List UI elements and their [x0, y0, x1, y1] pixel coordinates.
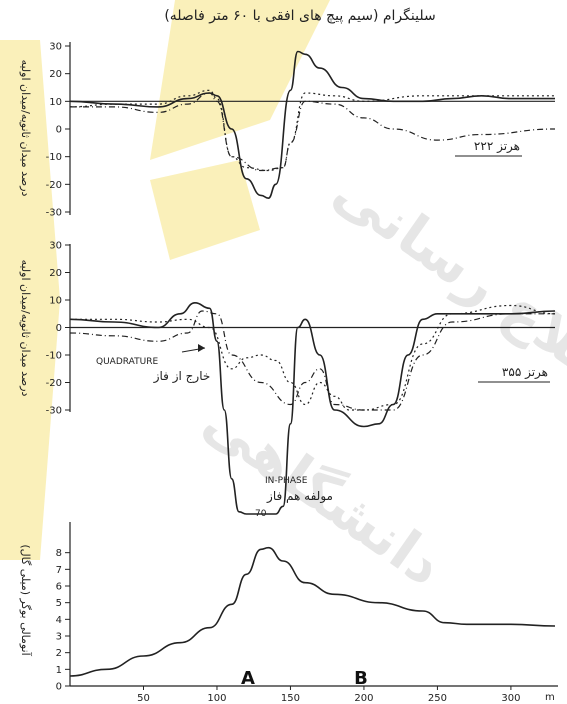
quadrature-label-fa: خارج از فاز — [153, 369, 211, 384]
watermark-band-top — [150, 0, 330, 160]
y-tick-label: -20 — [46, 378, 62, 389]
y-tick-label: 0 — [56, 125, 62, 136]
y-tick-label: 10 — [49, 97, 62, 108]
y-tick-label: -10 — [46, 152, 62, 163]
y-tick-label: 10 — [49, 296, 62, 307]
series-line-dash-dot — [69, 92, 556, 172]
y-tick-label: -30 — [46, 208, 62, 219]
quadrature-arrowhead — [198, 344, 205, 352]
x-tick-label: 200 — [354, 693, 373, 704]
x-tick-label: 300 — [501, 693, 520, 704]
y-tick-label: 30 — [49, 42, 62, 53]
y-tick-label: 1 — [56, 665, 62, 676]
y-tick-label: 3 — [56, 632, 62, 643]
y-tick-label: 20 — [49, 268, 62, 279]
x-unit-label: m — [545, 692, 555, 703]
watermark: اطلاع رسانی دانشگاهی — [0, 0, 567, 599]
panel3-y-ticks: 0 1 2 3 4 5 6 7 8 — [56, 548, 70, 693]
x-tick-label: 50 — [137, 693, 150, 704]
panel1-y-ticks: 30 20 10 0 -10 -20 -30 — [46, 42, 70, 219]
y-tick-label: 7 — [56, 565, 62, 576]
x-tick-label: 100 — [207, 693, 226, 704]
y-tick-label: 0 — [56, 682, 62, 693]
series-line-dotted — [70, 304, 556, 411]
panel3-series — [69, 546, 556, 677]
y-tick-label: 30 — [49, 241, 62, 252]
panel2-y-ticks: 30 20 10 0 -10 -20 -30 — [46, 241, 70, 417]
y-tick-label: 8 — [56, 548, 62, 559]
marker-b: B — [354, 668, 368, 689]
panel-355hz: 30 20 10 0 -10 -20 -30 درصد میدان ثانویه/میدان… — [19, 241, 556, 519]
panel1-series — [69, 50, 556, 200]
x-tick-label: 150 — [281, 693, 300, 704]
series-line-solid — [69, 301, 556, 515]
panel1-frequency-label: ۲۲۲ هرتز — [474, 139, 520, 154]
inphase-label-fa: مولفه هم فاز — [266, 489, 333, 504]
min-value-label: 70 — [255, 509, 267, 519]
series-line-solid — [69, 50, 555, 200]
panel1-y-label: درصد میدان ثانویه/میدان اولیه — [19, 60, 32, 197]
panel2-y-label: درصد میدان ثانویه/میدان اولیه — [19, 260, 32, 397]
x-tick-label: 250 — [428, 693, 447, 704]
y-tick-label: 20 — [49, 69, 62, 80]
y-tick-label: -20 — [46, 180, 62, 191]
quadrature-label: QUADRATURE — [96, 357, 158, 367]
panel-222hz: 30 20 10 0 -10 -20 -30 درصد میدان ثانویه/میدان… — [19, 42, 556, 219]
inphase-label: IN-PHASE — [265, 476, 308, 486]
marker-a: A — [241, 668, 255, 689]
series-line-solid — [69, 546, 556, 677]
y-tick-label: -30 — [46, 406, 62, 417]
y-tick-label: 6 — [56, 582, 62, 593]
panel2-series — [69, 301, 556, 515]
y-tick-label: 4 — [56, 615, 62, 626]
panel2-frequency-label: ۳۵۵ هرتز — [502, 365, 548, 380]
y-tick-label: 5 — [56, 598, 62, 609]
y-tick-label: -10 — [46, 351, 62, 362]
y-tick-label: 2 — [56, 648, 62, 659]
watermark-band-middle — [150, 160, 260, 260]
series-line-dotted — [69, 89, 555, 172]
series-line-dash-dot — [69, 310, 555, 411]
y-tick-label: 0 — [56, 323, 62, 334]
watermark-band-left — [0, 40, 60, 560]
panel3-x-ticks: 50 100 150 200 250 300 — [137, 686, 520, 704]
chart-title: سلینگرام (سیم پیچ های افقی با ۶۰ متر فاص… — [164, 7, 435, 24]
panel-bouguer: 0 1 2 3 4 5 6 7 8 50 100 150 200 250 300 آنومالی بوگر… — [19, 522, 558, 704]
panel3-y-label: آنومالی بوگر (میلی گال) — [19, 544, 33, 656]
